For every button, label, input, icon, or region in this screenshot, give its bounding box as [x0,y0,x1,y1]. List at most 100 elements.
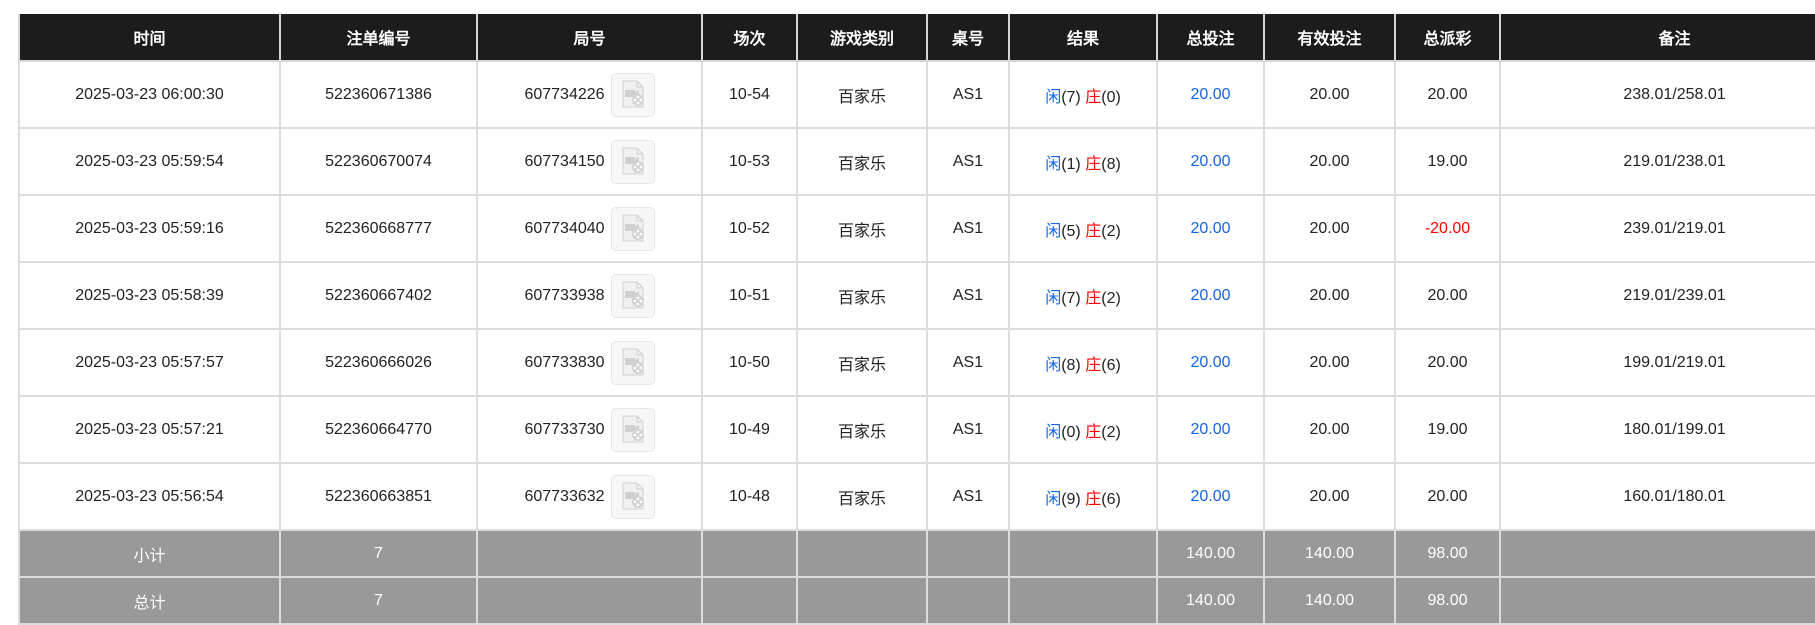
player-label: 闲 [1045,356,1062,374]
column-header-note: 备注 [1499,14,1815,62]
game-type: 百家乐 [796,60,928,129]
bet-time: 2025-03-23 05:57:21 [18,395,281,464]
note: 238.01/258.01 [1499,60,1815,129]
video-replay-icon[interactable] [610,474,655,519]
table-no: AS1 [926,261,1010,330]
result: 闲(5) 庄(2) [1008,194,1158,263]
column-header-total-payout: 总派彩 [1394,14,1501,62]
banker-label: 庄 [1085,88,1102,106]
game-type: 百家乐 [796,194,928,263]
round-id: 607734226 [524,85,605,103]
game-type: 百家乐 [796,462,928,531]
table-row: 2025-03-23 05:57:21 522360664770 607733730… [18,395,1815,464]
shoe-round: 10-49 [701,395,798,464]
total-bet: 20.00 [1156,127,1265,196]
round-cell: 607734226 [476,60,703,129]
column-header-shoe: 场次 [701,14,798,62]
round-id: 607733632 [524,487,605,505]
bet-time: 2025-03-23 05:56:54 [18,462,281,531]
round-cell: 607733830 [476,328,703,397]
table-row: 2025-03-23 05:59:54 522360670074 607734150… [18,127,1815,196]
player-score: (7) [1061,289,1081,307]
round-id: 607733830 [524,353,605,371]
total-bet: 20.00 [1156,261,1265,330]
total-payout: 20.00 [1394,328,1501,397]
video-replay-icon[interactable] [610,340,655,385]
total-bet: 20.00 [1156,328,1265,397]
shoe-round: 10-52 [701,194,798,263]
banker-score: (0) [1101,88,1121,106]
banker-label: 庄 [1085,155,1102,173]
round-id: 607733938 [524,286,605,304]
empty-cell [1008,576,1158,625]
valid-bet: 20.00 [1263,328,1396,397]
player-score: (9) [1061,490,1081,508]
result: 闲(9) 庄(6) [1008,462,1158,531]
empty-cell [1008,529,1158,578]
total-payout: 20.00 [1394,462,1501,531]
shoe-round: 10-54 [701,60,798,129]
table-row: 2025-03-23 05:58:39 522360667402 607733938… [18,261,1815,330]
table-no: AS1 [926,194,1010,263]
valid-bet: 20.00 [1263,60,1396,129]
round-cell: 607734150 [476,127,703,196]
bet-time: 2025-03-23 05:59:54 [18,127,281,196]
note: 180.01/199.01 [1499,395,1815,464]
valid-bet: 20.00 [1263,261,1396,330]
round-cell: 607734040 [476,194,703,263]
grand-total-row: 总计 7 140.00 140.00 98.00 [18,576,1815,625]
banker-score: (6) [1101,490,1121,508]
result: 闲(1) 庄(8) [1008,127,1158,196]
video-replay-icon[interactable] [610,72,655,117]
round-id: 607734150 [524,152,605,170]
table-header-row: 时间 注单编号 局号 场次 游戏类别 桌号 结果 总投注 有效投注 总派彩 备注 [18,14,1815,62]
shoe-round: 10-51 [701,261,798,330]
result: 闲(7) 庄(0) [1008,60,1158,129]
video-replay-icon[interactable] [610,407,655,452]
player-score: (5) [1061,222,1081,240]
banker-label: 庄 [1085,289,1102,307]
player-label: 闲 [1045,155,1062,173]
subtotal-row: 小计 7 140.00 140.00 98.00 [18,529,1815,578]
player-score: (7) [1061,88,1081,106]
empty-cell [701,529,798,578]
video-replay-icon[interactable] [610,206,655,251]
total-payout: 19.00 [1394,127,1501,196]
summary-total-bet: 140.00 [1156,529,1265,578]
banker-score: (6) [1101,356,1121,374]
empty-cell [926,529,1010,578]
player-label: 闲 [1045,423,1062,441]
player-label: 闲 [1045,222,1062,240]
table-no: AS1 [926,127,1010,196]
table-no: AS1 [926,395,1010,464]
game-type: 百家乐 [796,127,928,196]
summary-total-bet: 140.00 [1156,576,1265,625]
shoe-round: 10-53 [701,127,798,196]
note: 219.01/238.01 [1499,127,1815,196]
bet-id: 522360667402 [279,261,478,330]
empty-cell [926,576,1010,625]
banker-score: (8) [1101,155,1121,173]
player-score: (1) [1061,155,1081,173]
table-row: 2025-03-23 05:59:16 522360668777 607734040… [18,194,1815,263]
table-no: AS1 [926,60,1010,129]
note: 239.01/219.01 [1499,194,1815,263]
summary-count: 7 [279,529,478,578]
total-payout: 20.00 [1394,60,1501,129]
banker-score: (2) [1101,423,1121,441]
summary-payout: 98.00 [1394,529,1501,578]
column-header-total-bet: 总投注 [1156,14,1265,62]
total-payout: -20.00 [1394,194,1501,263]
valid-bet: 20.00 [1263,462,1396,531]
round-cell: 607733730 [476,395,703,464]
bet-id: 522360668777 [279,194,478,263]
video-replay-icon[interactable] [610,139,655,184]
bet-time: 2025-03-23 05:58:39 [18,261,281,330]
empty-cell [701,576,798,625]
game-type: 百家乐 [796,261,928,330]
table-no: AS1 [926,462,1010,531]
bet-time: 2025-03-23 05:57:57 [18,328,281,397]
video-replay-icon[interactable] [610,273,655,318]
summary-payout: 98.00 [1394,576,1501,625]
player-score: (0) [1061,423,1081,441]
